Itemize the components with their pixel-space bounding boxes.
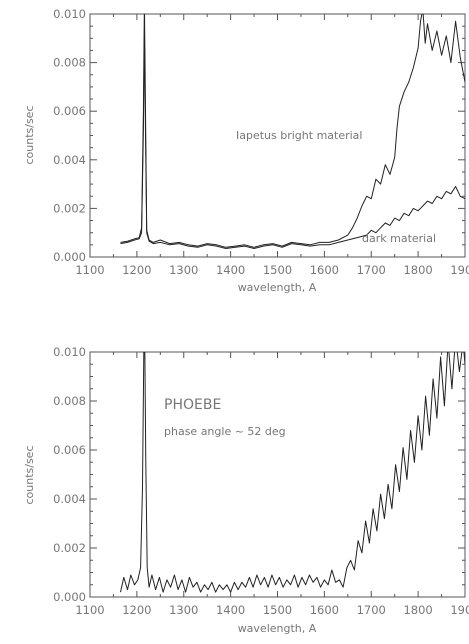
top-series-line-1 [120, 32, 465, 249]
bottom-y-tick-label: 0.006 [53, 443, 86, 457]
bottom-y-tick-label: 0.010 [53, 345, 86, 359]
bottom-x-tick-label: 1200 [122, 603, 151, 617]
bottom-x-tick-label: 1400 [216, 603, 245, 617]
bottom-y-tick-label: 0.004 [53, 492, 86, 506]
top-x-axis-label: wavelength, A [238, 281, 317, 294]
bottom-y-tick-label: 0.008 [53, 394, 86, 408]
bottom-x-axis-label: wavelength, A [238, 622, 317, 635]
top-y-tick-label: 0.002 [53, 201, 86, 215]
bottom-x-tick-label: 1300 [169, 603, 198, 617]
top-series-line-0 [120, 14, 465, 248]
bottom-x-tick-label: 1100 [75, 603, 104, 617]
top-x-tick-label: 1600 [310, 263, 339, 277]
top-y-tick-label: 0.008 [53, 56, 86, 70]
annotation-phase-angle: phase angle ~ 52 deg [164, 425, 286, 438]
top-series [120, 14, 465, 249]
top-y-tick-label: 0.000 [53, 250, 86, 264]
bottom-y-tick-label: 0.002 [53, 541, 86, 555]
bottom-x-tick-label: 1600 [310, 603, 339, 617]
top-x-tick-label: 1200 [122, 263, 151, 277]
top-x-tick-label: 1500 [263, 263, 292, 277]
top-x-tick-label: 1300 [169, 263, 198, 277]
bottom-x-tick-label: 1800 [403, 603, 432, 617]
top-y-tick-label: 0.006 [53, 104, 86, 118]
annotation-dark-material: dark material [362, 232, 436, 245]
bottom-x-tick-label: 1700 [357, 603, 386, 617]
bottom-series-line-0 [120, 352, 465, 593]
bottom-y-axis-label: counts/sec [23, 445, 36, 504]
top-y-tick-label: 0.010 [53, 7, 86, 21]
bottom-series [120, 352, 465, 593]
top-x-tick-label: 1700 [357, 263, 386, 277]
bottom-x-tick-label: 1500 [263, 603, 292, 617]
top-x-tick-label: 1800 [403, 263, 432, 277]
top-x-tick-label: 1100 [75, 263, 104, 277]
bottom-y-tick-label: 0.000 [53, 590, 86, 604]
top-x-tick-label: 1400 [216, 263, 245, 277]
top-y-tick-label: 0.004 [53, 153, 86, 167]
top-y-axis-label: counts/sec [23, 105, 36, 164]
annotation-phoebe: PHOEBE [164, 397, 221, 413]
annotation-iapetus-bright-material: Iapetus bright material [236, 129, 362, 142]
